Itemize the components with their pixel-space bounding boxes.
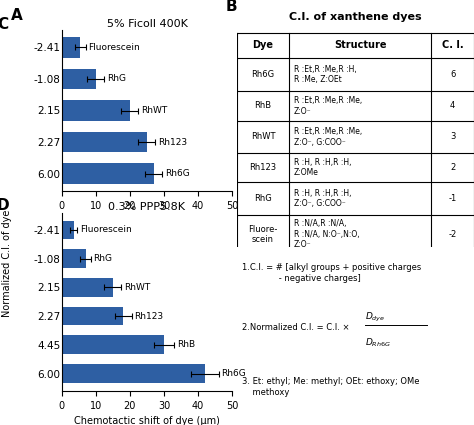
Title: 5% Ficoll 400K: 5% Ficoll 400K (107, 19, 187, 29)
Text: Rh6G: Rh6G (165, 169, 190, 178)
Text: RhWT: RhWT (251, 132, 275, 142)
Text: RhG: RhG (93, 254, 112, 263)
Text: R :H, R :H,R :H,
Z:OMe: R :H, R :H,R :H, Z:OMe (294, 158, 351, 178)
Text: 3: 3 (450, 132, 456, 142)
Text: -1: -1 (448, 194, 457, 203)
Bar (62, 37, 81, 58)
Title: 0.3% PPP5.8K: 0.3% PPP5.8K (109, 202, 185, 212)
Bar (62, 249, 85, 268)
Text: B: B (225, 0, 237, 14)
Text: Fluorescein: Fluorescein (80, 225, 131, 235)
Text: Dye: Dye (253, 40, 273, 51)
Text: $D_{Rh6G}$: $D_{Rh6G}$ (365, 337, 391, 349)
Text: Normalized C.I. of dye: Normalized C.I. of dye (2, 210, 12, 317)
Bar (62, 132, 147, 152)
Text: Fluorescein: Fluorescein (88, 43, 140, 52)
Text: RhWT: RhWT (124, 283, 150, 292)
Text: R :Et,R :Me,R :H,
R :Me, Z:OEt: R :Et,R :Me,R :H, R :Me, Z:OEt (294, 65, 356, 84)
Bar (62, 221, 73, 239)
Text: RhWT: RhWT (141, 106, 167, 115)
Text: D: D (0, 198, 9, 213)
Text: RhB: RhB (177, 340, 195, 349)
Text: R :N/A,R :N/A,
R :N/A, N:O⁻,N:O,
Z:O⁻: R :N/A,R :N/A, R :N/A, N:O⁻,N:O, Z:O⁻ (294, 219, 359, 249)
Bar (62, 335, 164, 354)
Bar (62, 69, 96, 89)
X-axis label: Chemotactic shift of dye (μm): Chemotactic shift of dye (μm) (74, 216, 220, 227)
Text: 6: 6 (450, 70, 456, 79)
Text: 2: 2 (450, 163, 456, 172)
Text: A: A (11, 8, 23, 23)
Text: 4: 4 (450, 102, 456, 111)
Bar (62, 163, 154, 184)
Bar (62, 307, 123, 326)
X-axis label: Chemotactic shift of dye (μm): Chemotactic shift of dye (μm) (74, 416, 220, 425)
Text: 1.C.I. = # [alkyl groups + positive charges
              - negative charges]: 1.C.I. = # [alkyl groups + positive char… (242, 264, 421, 283)
Text: C.I. of xanthene dyes: C.I. of xanthene dyes (289, 11, 422, 22)
Text: RhG: RhG (254, 194, 272, 203)
Text: Rh123: Rh123 (249, 163, 277, 172)
Text: R :Et,R :Me,R :Me,
Z:O⁻, G:COO⁻: R :Et,R :Me,R :Me, Z:O⁻, G:COO⁻ (294, 127, 362, 147)
Text: RhB: RhB (255, 102, 272, 111)
Bar (62, 278, 113, 297)
Text: R :H, R :H,R :H,
Z:O⁻, G:COO⁻: R :H, R :H,R :H, Z:O⁻, G:COO⁻ (294, 189, 351, 208)
Text: -2: -2 (448, 230, 457, 239)
Text: Rh6G: Rh6G (252, 70, 274, 79)
Text: Fluore-
scein: Fluore- scein (248, 225, 278, 244)
Text: C: C (0, 17, 8, 32)
Bar (62, 100, 130, 121)
Text: R :Et,R :Me,R :Me,
Z:O⁻: R :Et,R :Me,R :Me, Z:O⁻ (294, 96, 362, 116)
Text: RhG: RhG (107, 74, 126, 83)
Text: Rh123: Rh123 (158, 138, 187, 147)
Text: Rh6G: Rh6G (221, 369, 246, 378)
Text: 3. Et: ethyl; Me: methyl; OEt: ethoxy; OMe
    methoxy: 3. Et: ethyl; Me: methyl; OEt: ethoxy; O… (242, 377, 419, 397)
Text: $D_{dye}$: $D_{dye}$ (365, 311, 385, 324)
Bar (62, 364, 205, 383)
Text: 2.Normalized C.I. = C.I. ×: 2.Normalized C.I. = C.I. × (242, 323, 352, 332)
Text: C. I.: C. I. (442, 40, 464, 51)
Text: Structure: Structure (334, 40, 386, 51)
Text: Rh123: Rh123 (134, 312, 164, 320)
